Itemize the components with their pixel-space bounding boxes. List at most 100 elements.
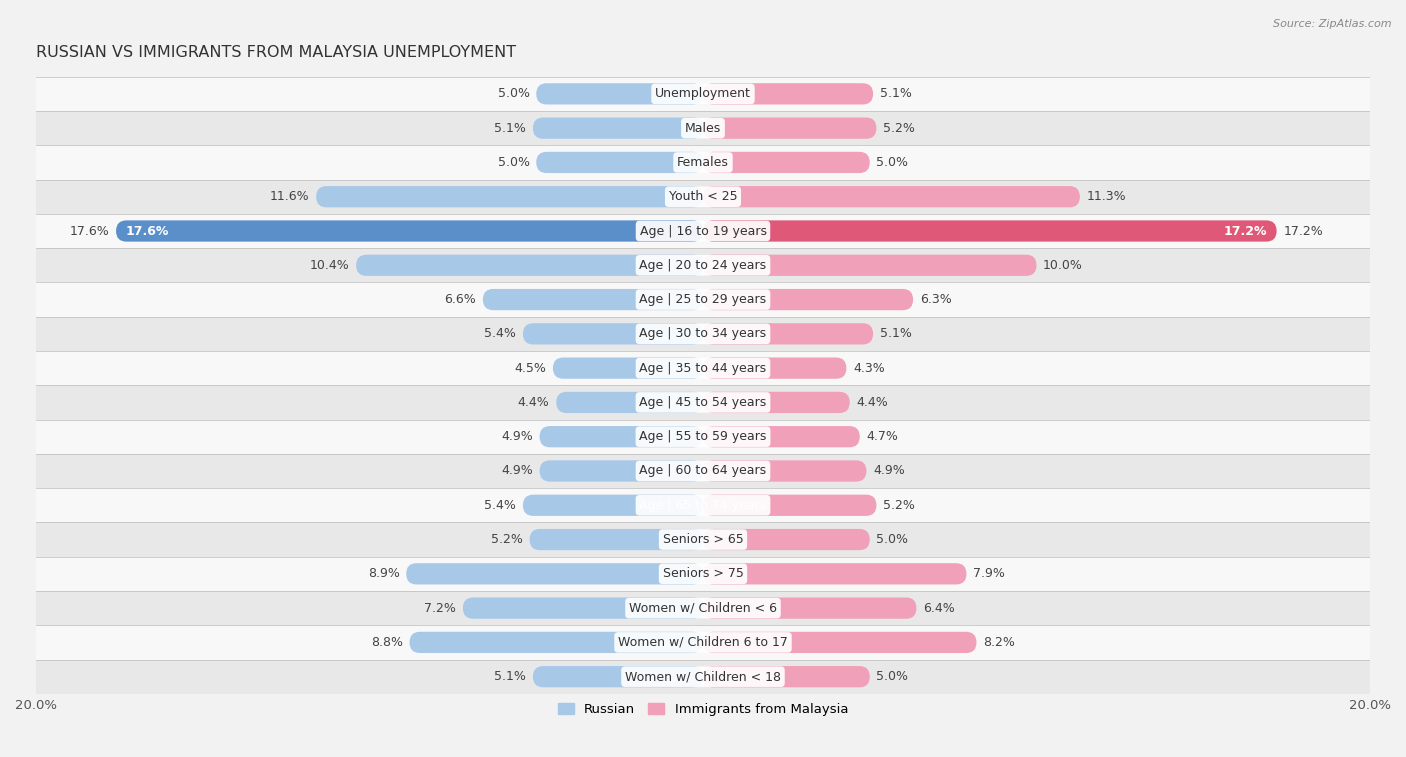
Text: 17.6%: 17.6% [127, 225, 169, 238]
Text: 5.1%: 5.1% [495, 670, 526, 683]
FancyBboxPatch shape [703, 494, 876, 516]
FancyBboxPatch shape [530, 529, 703, 550]
FancyBboxPatch shape [703, 666, 870, 687]
Text: 5.4%: 5.4% [484, 499, 516, 512]
Text: 4.9%: 4.9% [873, 465, 905, 478]
FancyBboxPatch shape [557, 392, 703, 413]
Text: Age | 65 to 74 years: Age | 65 to 74 years [640, 499, 766, 512]
Text: 5.1%: 5.1% [880, 87, 911, 101]
FancyBboxPatch shape [553, 357, 703, 378]
Text: Age | 25 to 29 years: Age | 25 to 29 years [640, 293, 766, 306]
Text: Age | 55 to 59 years: Age | 55 to 59 years [640, 430, 766, 443]
FancyBboxPatch shape [356, 254, 703, 276]
Text: 11.3%: 11.3% [1087, 190, 1126, 203]
Text: 8.2%: 8.2% [983, 636, 1015, 649]
FancyBboxPatch shape [703, 529, 870, 550]
Text: Age | 35 to 44 years: Age | 35 to 44 years [640, 362, 766, 375]
Text: Age | 16 to 19 years: Age | 16 to 19 years [640, 225, 766, 238]
Text: 5.0%: 5.0% [876, 156, 908, 169]
Text: Age | 45 to 54 years: Age | 45 to 54 years [640, 396, 766, 409]
FancyBboxPatch shape [703, 289, 912, 310]
Text: 4.9%: 4.9% [501, 430, 533, 443]
Text: 6.4%: 6.4% [924, 602, 955, 615]
Text: Males: Males [685, 122, 721, 135]
Text: 7.9%: 7.9% [973, 567, 1005, 581]
FancyBboxPatch shape [703, 254, 1036, 276]
Text: 5.4%: 5.4% [484, 327, 516, 341]
Bar [37, 591, 1369, 625]
Text: RUSSIAN VS IMMIGRANTS FROM MALAYSIA UNEMPLOYMENT: RUSSIAN VS IMMIGRANTS FROM MALAYSIA UNEM… [37, 45, 516, 61]
FancyBboxPatch shape [540, 460, 703, 481]
Text: 4.7%: 4.7% [866, 430, 898, 443]
Text: 6.3%: 6.3% [920, 293, 952, 306]
FancyBboxPatch shape [703, 152, 870, 173]
FancyBboxPatch shape [703, 83, 873, 104]
Bar [37, 351, 1369, 385]
Text: 8.9%: 8.9% [367, 567, 399, 581]
FancyBboxPatch shape [703, 186, 1080, 207]
FancyBboxPatch shape [533, 666, 703, 687]
FancyBboxPatch shape [536, 152, 703, 173]
Bar [37, 179, 1369, 214]
Text: 4.9%: 4.9% [501, 465, 533, 478]
Text: Age | 30 to 34 years: Age | 30 to 34 years [640, 327, 766, 341]
Text: 4.4%: 4.4% [517, 396, 550, 409]
FancyBboxPatch shape [117, 220, 703, 241]
Text: 5.0%: 5.0% [876, 533, 908, 546]
Text: 5.1%: 5.1% [880, 327, 911, 341]
Bar [37, 145, 1369, 179]
FancyBboxPatch shape [703, 220, 1277, 241]
Text: 5.2%: 5.2% [491, 533, 523, 546]
Bar [37, 419, 1369, 454]
Text: Women w/ Children 6 to 17: Women w/ Children 6 to 17 [619, 636, 787, 649]
FancyBboxPatch shape [703, 597, 917, 618]
FancyBboxPatch shape [703, 426, 859, 447]
Text: 5.0%: 5.0% [876, 670, 908, 683]
Bar [37, 316, 1369, 351]
FancyBboxPatch shape [463, 597, 703, 618]
Text: Seniors > 65: Seniors > 65 [662, 533, 744, 546]
Bar [37, 454, 1369, 488]
Text: Age | 20 to 24 years: Age | 20 to 24 years [640, 259, 766, 272]
Bar [37, 76, 1369, 111]
Text: 4.4%: 4.4% [856, 396, 889, 409]
FancyBboxPatch shape [540, 426, 703, 447]
Text: Youth < 25: Youth < 25 [669, 190, 737, 203]
Legend: Russian, Immigrants from Malaysia: Russian, Immigrants from Malaysia [553, 698, 853, 721]
Bar [37, 385, 1369, 419]
Text: Age | 60 to 64 years: Age | 60 to 64 years [640, 465, 766, 478]
Text: 5.2%: 5.2% [883, 122, 915, 135]
Text: Females: Females [678, 156, 728, 169]
Text: 7.2%: 7.2% [425, 602, 456, 615]
Text: 6.6%: 6.6% [444, 293, 477, 306]
Bar [37, 214, 1369, 248]
FancyBboxPatch shape [409, 632, 703, 653]
FancyBboxPatch shape [703, 117, 876, 139]
FancyBboxPatch shape [703, 563, 966, 584]
Text: 17.2%: 17.2% [1284, 225, 1323, 238]
Text: 5.2%: 5.2% [883, 499, 915, 512]
Text: Source: ZipAtlas.com: Source: ZipAtlas.com [1274, 19, 1392, 29]
Bar [37, 556, 1369, 591]
FancyBboxPatch shape [703, 632, 977, 653]
Text: 17.2%: 17.2% [1223, 225, 1267, 238]
FancyBboxPatch shape [703, 392, 849, 413]
Bar [37, 659, 1369, 694]
Text: Seniors > 75: Seniors > 75 [662, 567, 744, 581]
FancyBboxPatch shape [406, 563, 703, 584]
FancyBboxPatch shape [523, 494, 703, 516]
Text: 10.0%: 10.0% [1043, 259, 1083, 272]
FancyBboxPatch shape [316, 186, 703, 207]
Text: 5.0%: 5.0% [498, 156, 530, 169]
FancyBboxPatch shape [523, 323, 703, 344]
Bar [37, 111, 1369, 145]
Text: 11.6%: 11.6% [270, 190, 309, 203]
Text: 4.5%: 4.5% [515, 362, 547, 375]
Text: 10.4%: 10.4% [309, 259, 350, 272]
FancyBboxPatch shape [703, 323, 873, 344]
Bar [37, 282, 1369, 316]
Text: 8.8%: 8.8% [371, 636, 404, 649]
Bar [37, 488, 1369, 522]
FancyBboxPatch shape [536, 83, 703, 104]
Bar [37, 625, 1369, 659]
